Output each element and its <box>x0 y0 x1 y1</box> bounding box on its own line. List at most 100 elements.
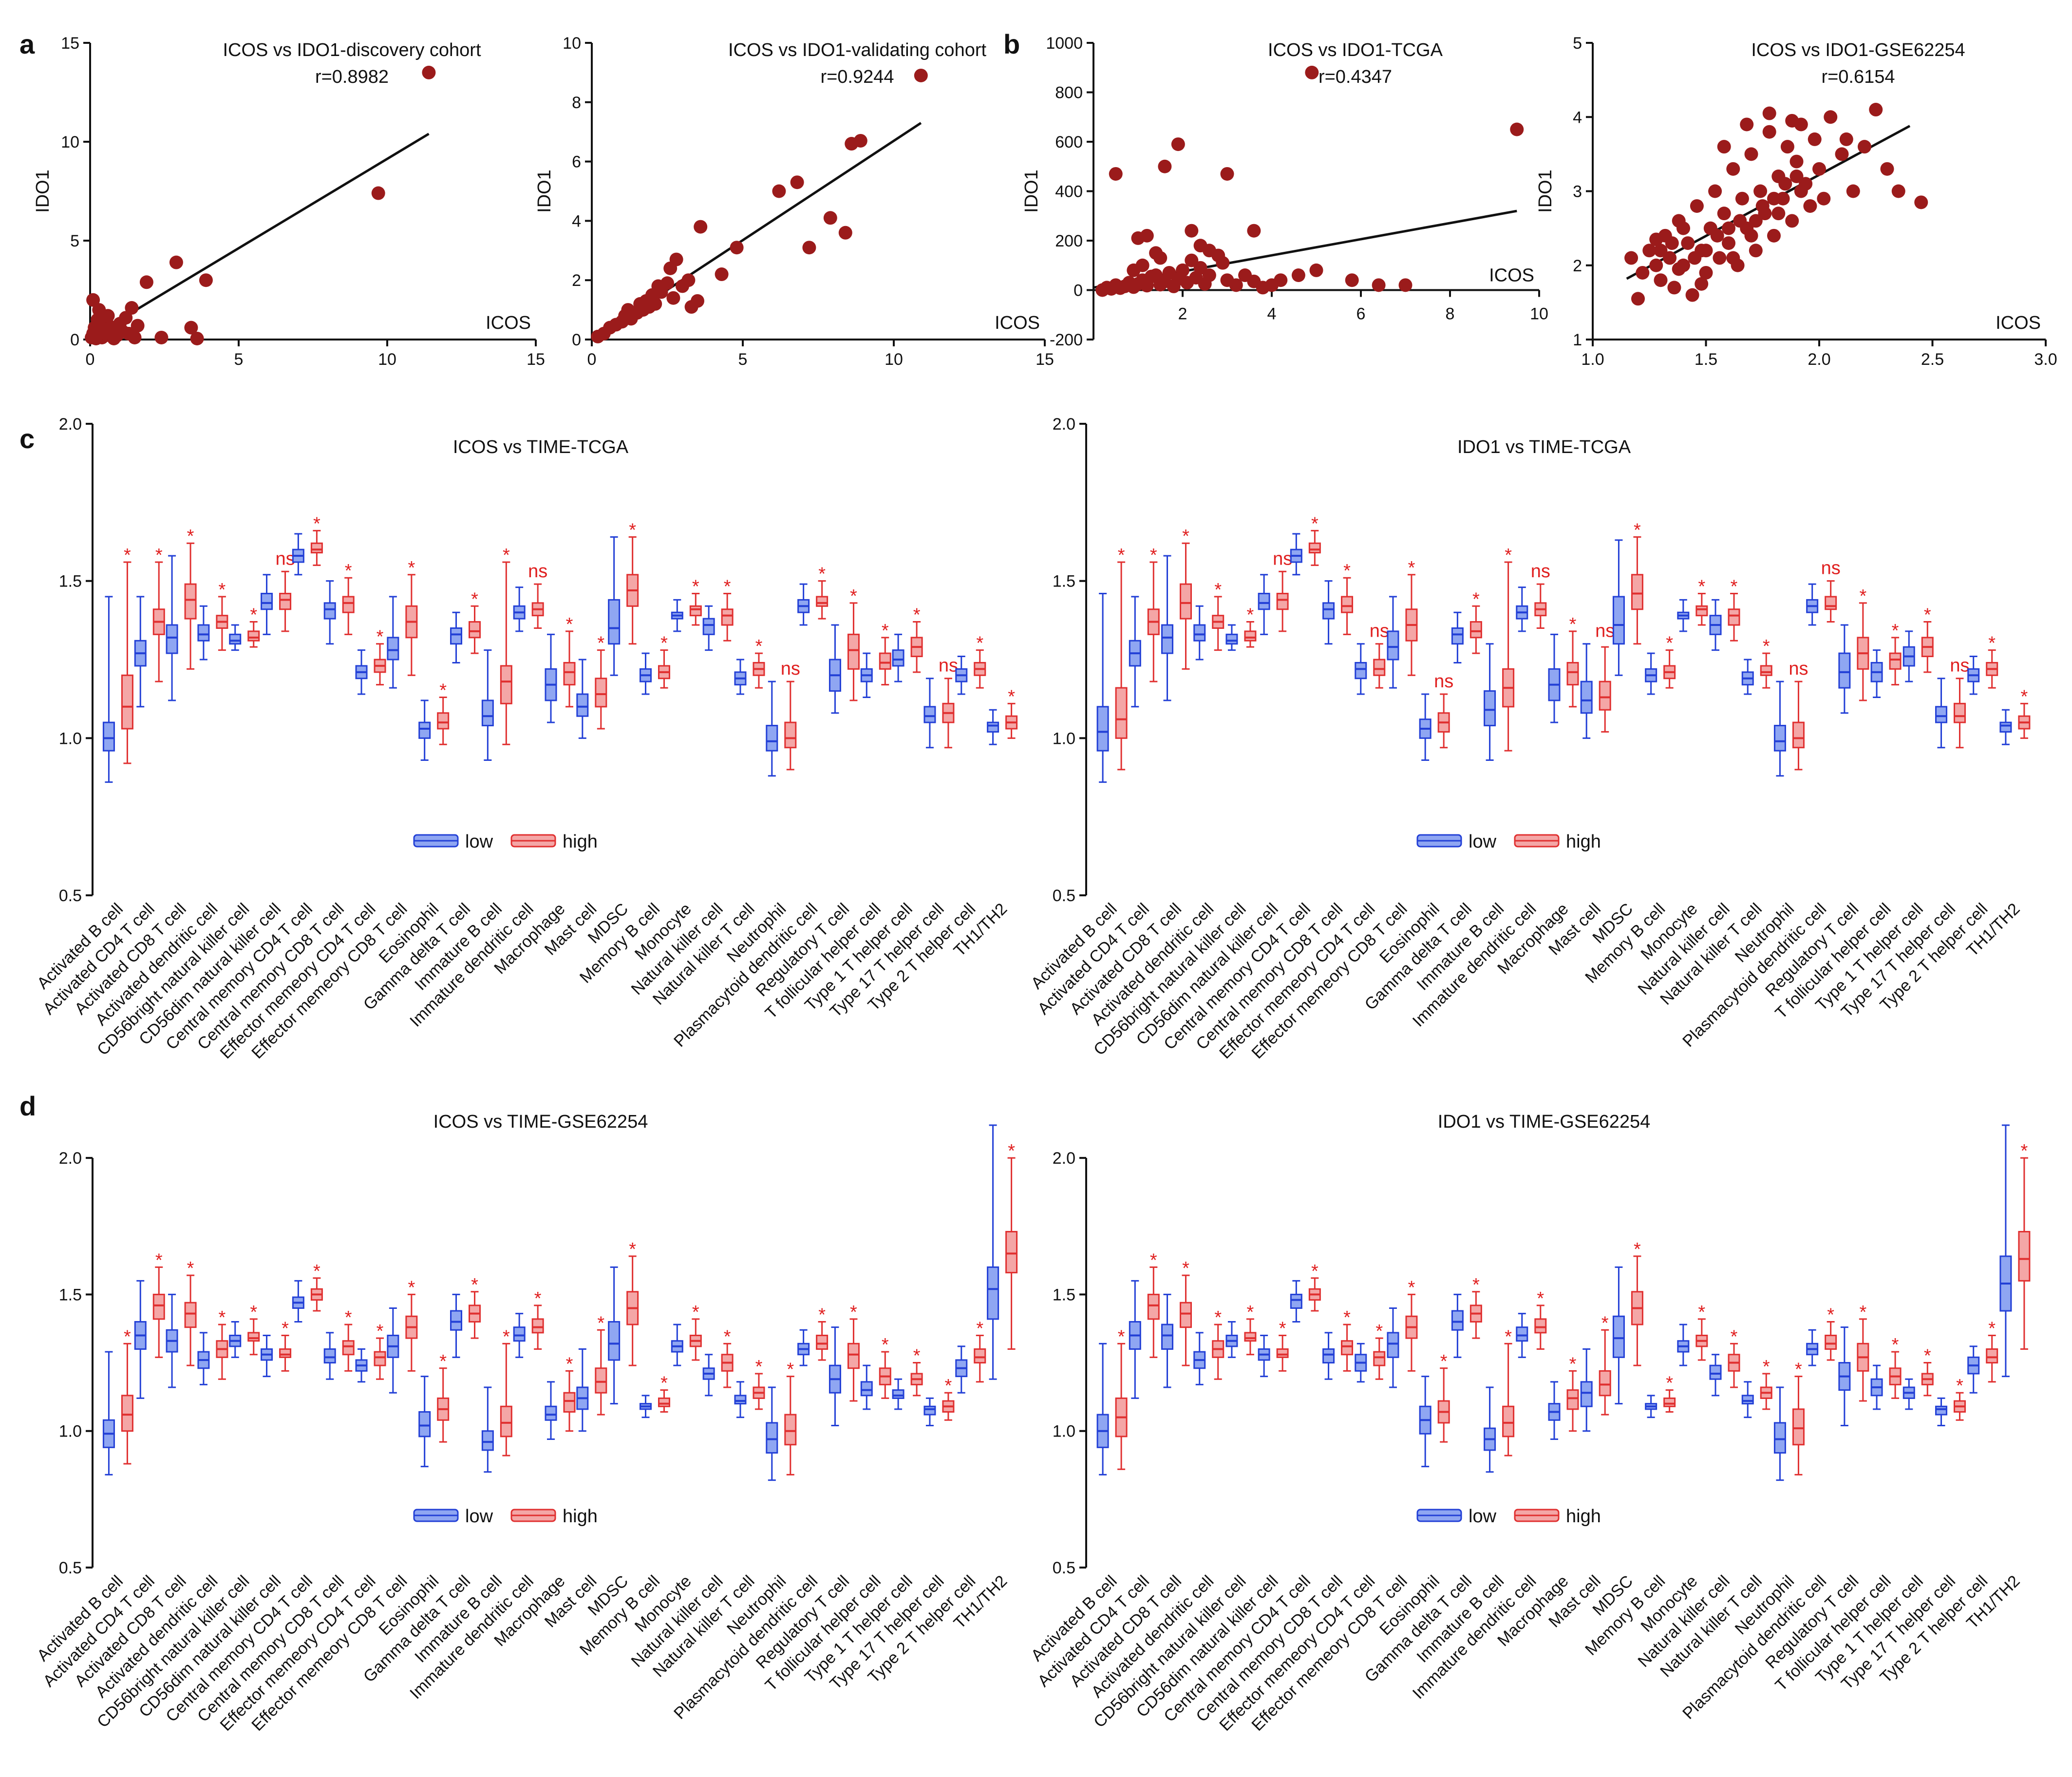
box-low <box>1709 1354 1722 1397</box>
box-high <box>1889 1351 1902 1399</box>
box-iqr <box>1838 652 1851 689</box>
significance-mark: * <box>1698 576 1705 597</box>
significance-mark: * <box>1150 1250 1157 1270</box>
box-high <box>121 1342 133 1465</box>
box-iqr <box>1322 602 1335 620</box>
box-low <box>1258 574 1270 635</box>
box-low <box>1580 643 1593 739</box>
box-iqr <box>721 608 734 626</box>
significance-mark: * <box>218 1307 226 1328</box>
significance-mark: * <box>313 513 320 534</box>
data-point <box>1749 214 1763 228</box>
box-high <box>1889 637 1902 686</box>
box-low <box>639 1395 652 1418</box>
significance-mark: * <box>1408 558 1415 578</box>
box-high <box>1534 583 1547 629</box>
box-high <box>279 1335 292 1372</box>
box-low <box>1419 1376 1432 1468</box>
box-high <box>1953 678 1966 749</box>
box-low <box>576 1348 589 1432</box>
box-high <box>910 621 923 673</box>
box-high <box>721 592 734 642</box>
box-iqr <box>1161 624 1174 654</box>
box-low <box>766 1386 778 1481</box>
box-low <box>513 1313 526 1358</box>
significance-mark: ns <box>1821 558 1841 579</box>
box-iqr <box>531 1318 544 1334</box>
box-low <box>1516 1313 1528 1358</box>
box-high <box>1115 561 1128 771</box>
box-iqr <box>247 1332 260 1342</box>
box-low <box>1161 555 1174 701</box>
box-high <box>1308 529 1321 566</box>
significance-mark: * <box>313 1261 320 1282</box>
box-high <box>595 649 607 730</box>
chart-title: ICOS vs IDO1-discovery cohort <box>223 40 481 60</box>
significance-mark: * <box>124 545 131 566</box>
data-point <box>1914 195 1928 209</box>
box-high <box>310 529 323 566</box>
box-high <box>1631 536 1643 645</box>
x-tick-label: 4 <box>1267 305 1277 323</box>
box-low <box>1096 1342 1109 1475</box>
box-low <box>513 586 526 632</box>
data-point <box>371 186 385 200</box>
data-point <box>1654 273 1668 287</box>
significance-mark: * <box>1956 1376 1963 1396</box>
box-high <box>1276 570 1289 632</box>
y-tick-label: 1.0 <box>1053 729 1075 748</box>
chart-title: ICOS vs IDO1-TCGA <box>1268 40 1443 60</box>
box-high <box>1005 1157 1018 1350</box>
data-point <box>1812 162 1826 176</box>
y-tick-label: 10 <box>563 34 581 53</box>
significance-mark: * <box>1472 589 1480 609</box>
significance-mark: * <box>692 576 699 597</box>
data-point <box>169 255 183 269</box>
chart-title: IDO1 vs TIME-GSE62254 <box>1438 1112 1650 1132</box>
box-iqr <box>500 1405 512 1437</box>
box-low <box>766 681 778 777</box>
box-iqr <box>1889 652 1902 670</box>
box-high <box>1373 643 1386 689</box>
box-high <box>816 1321 829 1361</box>
data-point <box>1193 239 1207 253</box>
box-iqr <box>513 1326 526 1342</box>
box-high <box>753 652 765 689</box>
box-low <box>1645 652 1658 695</box>
box-iqr <box>279 592 292 610</box>
significance-mark: * <box>755 1357 763 1377</box>
data-point <box>1631 292 1645 306</box>
box-low <box>1870 649 1883 698</box>
box-iqr <box>323 1348 336 1364</box>
box-high <box>437 1367 450 1443</box>
significance-mark: ns <box>1950 656 1969 676</box>
y-tick-label: -200 <box>1050 331 1083 349</box>
significance-mark: * <box>1311 1261 1319 1282</box>
significance-mark: * <box>1118 545 1125 566</box>
box-high <box>1760 652 1772 689</box>
box-high <box>974 649 986 689</box>
box-iqr <box>689 605 702 617</box>
box-high <box>1825 580 1837 623</box>
data-point <box>1733 214 1747 228</box>
box-high <box>405 1293 418 1372</box>
box-iqr <box>766 725 778 752</box>
box-low <box>481 1386 494 1473</box>
data-point <box>715 267 729 282</box>
y-tick-label: 1.0 <box>1053 1422 1075 1441</box>
x-tick-label: 15 <box>1036 350 1054 369</box>
data-point <box>660 276 674 290</box>
x-tick-label: 2.0 <box>1808 350 1830 369</box>
box-high <box>689 592 702 626</box>
data-point <box>1762 125 1776 139</box>
data-point <box>1713 251 1727 265</box>
data-point <box>1891 184 1905 198</box>
box-low <box>229 1321 242 1358</box>
box-low <box>418 699 431 761</box>
data-point <box>1753 184 1768 198</box>
data-point <box>1767 191 1781 206</box>
box-iqr <box>1484 690 1496 727</box>
box-high <box>1373 1337 1386 1380</box>
y-tick-label: 10 <box>61 133 79 151</box>
data-point <box>802 241 816 255</box>
